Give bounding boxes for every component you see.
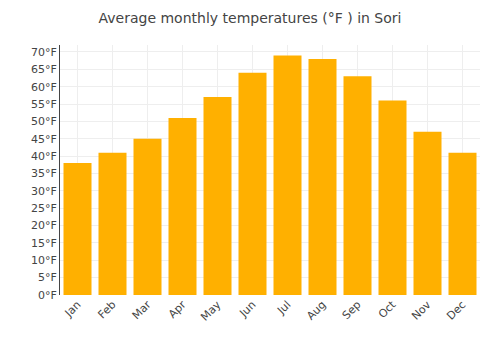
svg-text:Jan: Jan: [62, 298, 84, 320]
svg-text:20°F: 20°F: [31, 219, 57, 232]
svg-text:Dec: Dec: [444, 298, 468, 322]
svg-text:45°F: 45°F: [31, 133, 57, 146]
svg-text:65°F: 65°F: [31, 63, 57, 76]
svg-text:25°F: 25°F: [31, 202, 57, 215]
svg-text:5°F: 5°F: [38, 271, 57, 284]
svg-text:Jul: Jul: [274, 298, 293, 317]
svg-text:Apr: Apr: [166, 298, 189, 321]
svg-text:Feb: Feb: [96, 298, 119, 321]
svg-text:Average monthly temperatures (: Average monthly temperatures (°F ) in So…: [99, 10, 402, 26]
svg-text:Jun: Jun: [236, 298, 258, 320]
svg-text:Sep: Sep: [340, 298, 364, 322]
svg-text:70°F: 70°F: [31, 46, 57, 59]
svg-text:30°F: 30°F: [31, 185, 57, 198]
svg-text:0°F: 0°F: [38, 289, 57, 302]
svg-text:35°F: 35°F: [31, 167, 57, 180]
svg-text:40°F: 40°F: [31, 150, 57, 163]
svg-text:Aug: Aug: [304, 298, 328, 322]
svg-text:15°F: 15°F: [31, 237, 57, 250]
svg-text:Mar: Mar: [130, 298, 154, 322]
svg-text:55°F: 55°F: [31, 98, 57, 111]
svg-text:May: May: [198, 298, 224, 324]
svg-text:Nov: Nov: [409, 298, 434, 323]
svg-text:60°F: 60°F: [31, 81, 57, 94]
svg-text:10°F: 10°F: [31, 254, 57, 267]
svg-text:50°F: 50°F: [31, 115, 57, 128]
svg-text:Oct: Oct: [376, 298, 399, 321]
